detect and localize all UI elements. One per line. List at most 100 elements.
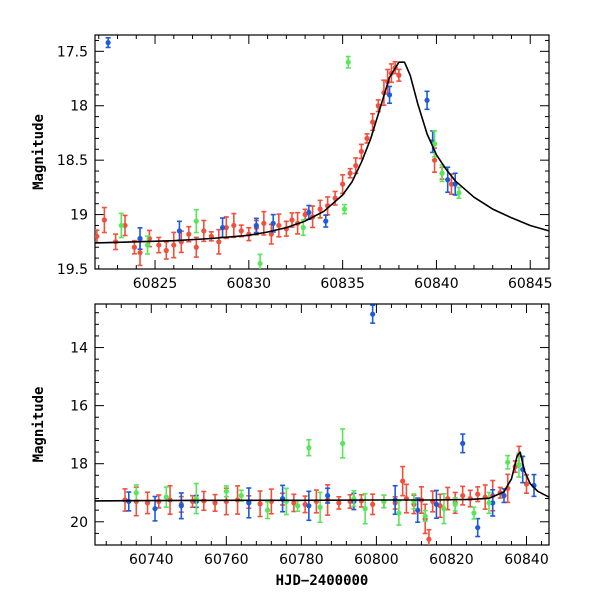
plot-area [95, 304, 549, 545]
data-point [456, 190, 462, 196]
data-point [193, 218, 199, 224]
y-tick-label: 16 [70, 399, 88, 415]
data-point [289, 217, 295, 223]
data-point [306, 445, 312, 451]
data-point [302, 211, 308, 218]
data-point [448, 181, 455, 187]
data-point [270, 220, 276, 226]
data-point [370, 501, 376, 507]
data-point [370, 311, 376, 317]
x-tick-label: 60835 [320, 276, 365, 292]
series-blue [126, 304, 537, 538]
x-tick-label: 60760 [204, 552, 249, 568]
data-point [345, 59, 351, 65]
data-point [386, 92, 393, 98]
plot-area [95, 37, 549, 269]
data-point [144, 242, 151, 248]
y-tick-label: 19 [70, 208, 88, 224]
data-point [422, 513, 428, 519]
x-tick-label: 60740 [129, 552, 174, 568]
data-point [431, 141, 438, 147]
data-point [291, 500, 297, 506]
data-point [445, 177, 451, 183]
x-tick-label: 60845 [508, 276, 553, 292]
data-point [347, 170, 353, 176]
model-curve [95, 451, 549, 502]
data-point [193, 244, 199, 250]
data-point [306, 503, 312, 509]
data-point [219, 225, 226, 231]
data-point [433, 501, 440, 507]
data-point [156, 498, 162, 505]
data-point [516, 462, 522, 468]
data-point [317, 206, 323, 212]
data-point [176, 228, 183, 234]
data-point [325, 493, 331, 499]
x-axis-label: HJD−2400000 [276, 573, 369, 589]
data-point [306, 209, 312, 216]
data-point [201, 228, 207, 234]
data-point [261, 220, 267, 226]
y-axis-label: Magnitude [31, 387, 47, 463]
x-tick-label: 60825 [133, 276, 178, 292]
data-point [105, 40, 111, 46]
data-point [475, 524, 481, 531]
data-point [253, 222, 259, 229]
model-curve [95, 61, 549, 244]
y-tick-label: 20 [70, 515, 88, 531]
data-point [144, 500, 151, 506]
series-red [95, 60, 455, 267]
data-point [400, 478, 406, 484]
data-point [163, 494, 169, 500]
y-tick-label: 18 [70, 457, 88, 473]
data-point [238, 228, 244, 234]
data-point [441, 506, 447, 512]
y-tick-label: 14 [70, 341, 88, 357]
data-point [246, 500, 252, 506]
y-tick-label: 17.5 [57, 44, 88, 60]
data-point [156, 242, 162, 248]
data-point [375, 103, 381, 109]
data-point [370, 119, 376, 125]
data-point [171, 242, 177, 248]
data-point [358, 148, 364, 155]
data-point [396, 510, 402, 516]
data-point [431, 157, 438, 163]
data-point [131, 244, 137, 250]
data-point [323, 218, 329, 224]
data-point [231, 222, 237, 229]
data-point [340, 440, 346, 446]
data-point [223, 488, 229, 494]
data-point [300, 225, 306, 231]
data-point [216, 239, 222, 245]
data-point [364, 135, 370, 141]
data-point [295, 503, 301, 509]
data-point [317, 504, 323, 510]
data-point [186, 231, 192, 237]
data-point [452, 501, 458, 507]
data-point [257, 260, 263, 267]
data-point [212, 500, 218, 506]
data-point [178, 503, 184, 509]
data-point [353, 163, 359, 169]
data-point [505, 459, 511, 465]
data-point [276, 222, 282, 229]
top-panel: 60825 60830 60835 60840 60845 17.5 18 18.5 19 19.… [31, 34, 553, 292]
series-green [118, 55, 462, 269]
data-point [486, 500, 492, 506]
x-tick-label: 60830 [227, 276, 272, 292]
x-tick-label: 60840 [414, 276, 459, 292]
data-point [137, 250, 143, 256]
data-point [501, 493, 507, 499]
data-point [396, 72, 402, 78]
x-tick-label: 60800 [354, 552, 399, 568]
y-tick-label: 18.5 [57, 153, 88, 169]
x-tick-label: 60780 [279, 552, 324, 568]
data-point [460, 440, 466, 446]
series-blue [105, 37, 458, 251]
data-point [471, 510, 477, 516]
y-tick-label: 19.5 [57, 262, 88, 278]
data-point [101, 217, 107, 223]
data-point [238, 493, 244, 499]
